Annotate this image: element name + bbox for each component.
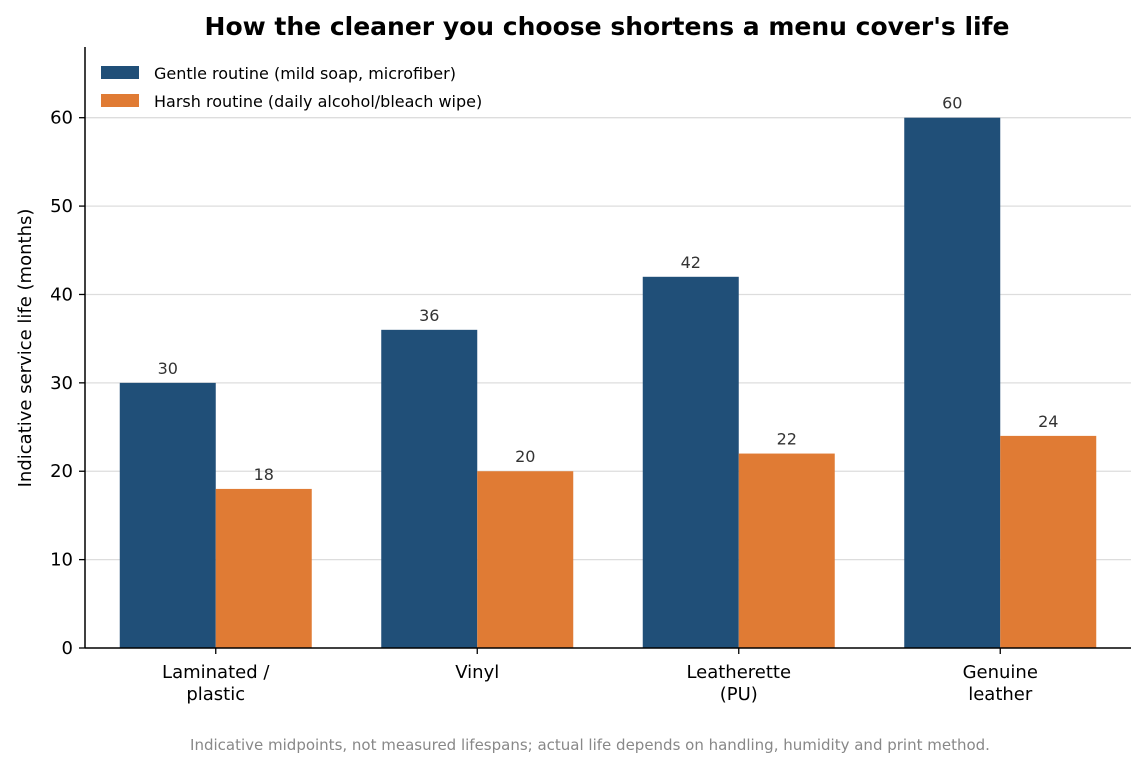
bar-value-label: 22 bbox=[777, 430, 797, 449]
axes bbox=[79, 47, 1131, 654]
x-tick-label: (PU) bbox=[720, 684, 758, 705]
bar-value-label: 24 bbox=[1038, 412, 1058, 431]
x-tick-label: plastic bbox=[186, 684, 245, 705]
y-tick-labels: 0 10 20 30 40 50 60 bbox=[50, 108, 73, 659]
footnote: Indicative midpoints, not measured lifes… bbox=[190, 736, 990, 754]
legend-swatch bbox=[101, 66, 139, 79]
x-tick-label: Leatherette bbox=[686, 662, 791, 683]
bar bbox=[1000, 435, 1097, 648]
bar-value-label: 18 bbox=[254, 465, 274, 484]
y-tick-label: 40 bbox=[50, 284, 73, 305]
legend-label: Harsh routine (daily alcohol/bleach wipe… bbox=[154, 92, 482, 111]
x-tick-label: leather bbox=[968, 684, 1033, 705]
x-tick-labels: Laminated /plastic Vinyl Leatherette(PU) Ge… bbox=[162, 662, 1038, 705]
bar-value-label: 42 bbox=[681, 253, 701, 272]
bar-value-label: 20 bbox=[515, 447, 535, 466]
y-tick-label: 30 bbox=[50, 373, 73, 394]
bar bbox=[381, 329, 478, 648]
legend-swatch bbox=[101, 94, 139, 107]
x-tick-label: Laminated / bbox=[162, 662, 270, 683]
y-axis-label: Indicative service life (months) bbox=[15, 209, 36, 488]
legend-label: Gentle routine (mild soap, microfiber) bbox=[154, 64, 456, 83]
bar-labels: 30 18 36 20 42 22 60 24 bbox=[158, 94, 1059, 484]
y-tick-label: 10 bbox=[50, 550, 73, 571]
bar bbox=[738, 453, 835, 648]
bar bbox=[904, 117, 1001, 649]
chart-title: How the cleaner you choose shortens a me… bbox=[205, 12, 1010, 41]
y-tick-label: 50 bbox=[50, 196, 73, 217]
bar bbox=[215, 488, 312, 648]
y-tick-label: 60 bbox=[50, 108, 73, 129]
bar-value-label: 60 bbox=[942, 94, 962, 113]
bar-value-label: 36 bbox=[419, 306, 439, 325]
legend: Gentle routine (mild soap, microfiber) Ha… bbox=[101, 64, 482, 111]
x-tick-label: Vinyl bbox=[455, 662, 499, 683]
y-tick-label: 0 bbox=[62, 638, 73, 659]
bar bbox=[119, 382, 216, 648]
y-tick-label: 20 bbox=[50, 461, 73, 482]
bar bbox=[642, 276, 739, 648]
bar bbox=[477, 471, 574, 648]
x-tick-label: Genuine bbox=[963, 662, 1038, 683]
bar-value-label: 30 bbox=[158, 359, 178, 378]
bars bbox=[119, 117, 1097, 649]
